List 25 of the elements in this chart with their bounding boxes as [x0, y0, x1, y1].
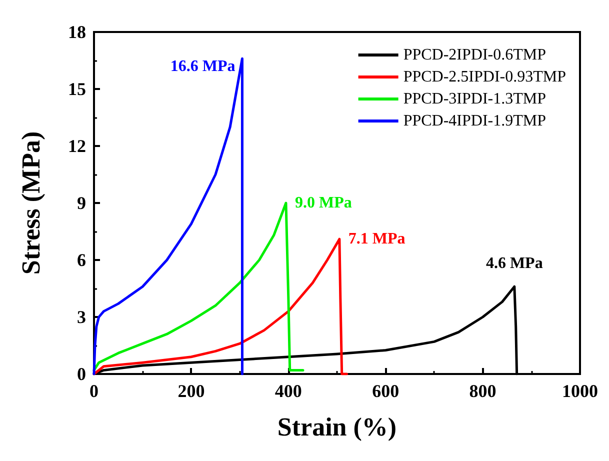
legend-label: PPCD-2IPDI-0.6TMP	[403, 46, 546, 64]
annotation: 16.6 MPa	[170, 58, 236, 76]
legend-label: PPCD-4IPDI-1.9TMP	[403, 112, 546, 130]
x-tick-label: 600	[372, 381, 400, 401]
annotation: 7.1 MPa	[348, 230, 406, 248]
line-series	[92, 57, 244, 376]
x-tick-label: 1000	[562, 381, 598, 401]
y-tick-label: 0	[77, 364, 86, 384]
x-tick-label: 0	[90, 381, 98, 401]
legend-label: PPCD-3IPDI-1.3TMP	[403, 90, 546, 108]
annotation: 9.0 MPa	[294, 194, 352, 212]
annotation: 4.6 MPa	[486, 255, 543, 272]
y-tick-label: 6	[77, 250, 86, 270]
y-axis-title: Stress (MPa)	[16, 131, 46, 275]
y-tick-label: 18	[68, 22, 86, 42]
x-tick-label: 400	[274, 381, 302, 401]
y-tick-label: 3	[77, 307, 86, 327]
x-axis-title: Strain (%)	[277, 412, 397, 442]
line-series	[92, 238, 348, 376]
y-tick-label: 9	[77, 193, 86, 213]
legend-label: PPCD-2.5IPDI-0.93TMP	[403, 68, 566, 86]
y-tick-label: 15	[68, 79, 86, 99]
x-tick-label: 200	[178, 381, 205, 401]
x-tick-label: 800	[469, 381, 496, 401]
y-tick-label: 12	[68, 136, 86, 156]
